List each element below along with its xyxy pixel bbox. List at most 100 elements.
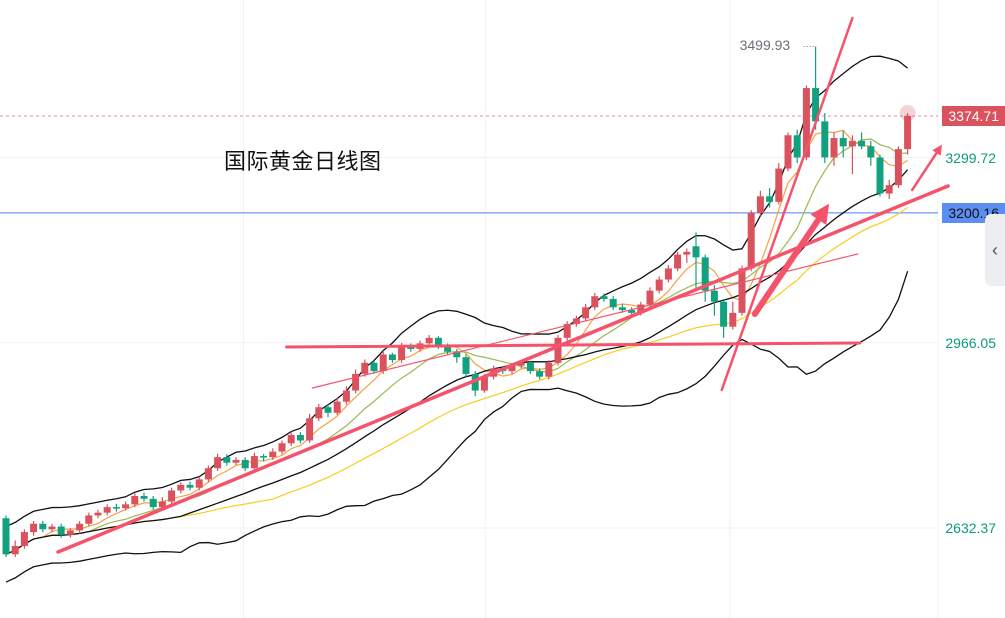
- candle: [232, 457, 240, 465]
- candle: [563, 321, 571, 341]
- candle-body: [352, 373, 360, 391]
- candle: [66, 528, 74, 538]
- candle: [214, 453, 222, 472]
- candle: [885, 179, 893, 200]
- candle: [195, 476, 203, 491]
- candle: [756, 190, 764, 216]
- price-level-lines: [0, 115, 938, 214]
- candle: [738, 265, 746, 316]
- candle-body: [296, 434, 304, 441]
- candle-body: [278, 443, 286, 452]
- candle-body: [260, 456, 268, 458]
- candle-body: [885, 185, 893, 194]
- collapse-panel-button[interactable]: ‹: [985, 214, 1005, 286]
- peak-price-label: 3499.93: [739, 37, 791, 54]
- last-price-glow: [899, 105, 916, 122]
- candles-layer: [2, 46, 916, 558]
- candle: [260, 453, 268, 462]
- candle: [793, 129, 801, 164]
- candle: [186, 481, 194, 491]
- price-axis-label: 2966.05: [945, 334, 996, 351]
- trendlines-layer: [56, 16, 950, 554]
- candle: [664, 265, 672, 283]
- candle-body: [269, 451, 277, 458]
- candle: [904, 113, 912, 155]
- candle: [250, 452, 258, 471]
- candle-body: [692, 246, 700, 258]
- candle: [342, 386, 350, 405]
- candle-body: [867, 146, 875, 158]
- candle-body: [57, 526, 65, 535]
- candle: [94, 509, 102, 519]
- candle: [122, 501, 130, 511]
- candle-body: [729, 312, 737, 327]
- candle-body: [214, 457, 222, 469]
- candle: [223, 454, 231, 466]
- candle: [729, 301, 737, 330]
- chevron-left-icon: ‹: [992, 239, 998, 260]
- candle-body: [85, 515, 93, 524]
- candle: [858, 132, 866, 150]
- candle-body: [379, 354, 387, 372]
- candle: [536, 368, 544, 380]
- candle: [39, 520, 47, 533]
- candle-body: [370, 362, 378, 372]
- grid-layer: [0, 0, 939, 618]
- candle-body: [554, 337, 562, 363]
- candle: [177, 482, 185, 494]
- candle: [701, 254, 709, 302]
- candle-body: [775, 168, 783, 202]
- candle-body: [683, 251, 691, 255]
- candle: [296, 432, 304, 444]
- candle-body: [177, 484, 185, 491]
- candle: [168, 487, 176, 504]
- candle-body: [655, 279, 663, 291]
- candle-body: [39, 523, 47, 530]
- candle-body: [904, 115, 912, 150]
- candle-body: [315, 407, 323, 419]
- candle-body: [674, 254, 682, 269]
- candle: [370, 360, 378, 374]
- candle-body: [848, 140, 856, 147]
- candle-body: [158, 501, 166, 508]
- candle: [287, 431, 295, 447]
- candle: [646, 287, 654, 308]
- candle-body: [793, 135, 801, 158]
- candle-body: [204, 468, 212, 480]
- candle-body: [536, 371, 544, 377]
- candle-body: [582, 307, 590, 319]
- candle-body: [195, 479, 203, 488]
- breakout-arrow-arrow: [751, 203, 830, 317]
- candle-body: [563, 323, 571, 338]
- candle-body: [517, 362, 525, 366]
- candle-body: [168, 490, 176, 502]
- steep-uptrend-trendline: [720, 16, 854, 392]
- candle-body: [306, 418, 314, 441]
- candle: [526, 360, 534, 374]
- candle-body: [434, 337, 442, 347]
- price-axis-label: 3299.72: [945, 149, 996, 166]
- candle-body: [545, 362, 553, 377]
- candle: [710, 285, 718, 316]
- candle-body: [894, 149, 902, 186]
- candle-body: [140, 496, 148, 499]
- candle: [747, 210, 755, 272]
- candle: [453, 348, 461, 363]
- candle: [720, 298, 728, 338]
- boll-upper-line: [5, 55, 908, 528]
- candle-body: [76, 523, 84, 531]
- candle: [867, 140, 875, 166]
- candle-body: [398, 346, 406, 361]
- candle-body: [591, 296, 599, 308]
- candle: [812, 46, 820, 130]
- candle-body: [342, 390, 350, 402]
- candle-body: [103, 507, 111, 513]
- candle-body: [94, 512, 102, 516]
- candle: [85, 512, 93, 526]
- candle-body: [572, 318, 580, 324]
- candle-body: [876, 157, 884, 194]
- chart-title: 国际黄金日线图: [224, 149, 382, 174]
- indicator-layer: [5, 55, 909, 583]
- candle-body: [112, 507, 120, 509]
